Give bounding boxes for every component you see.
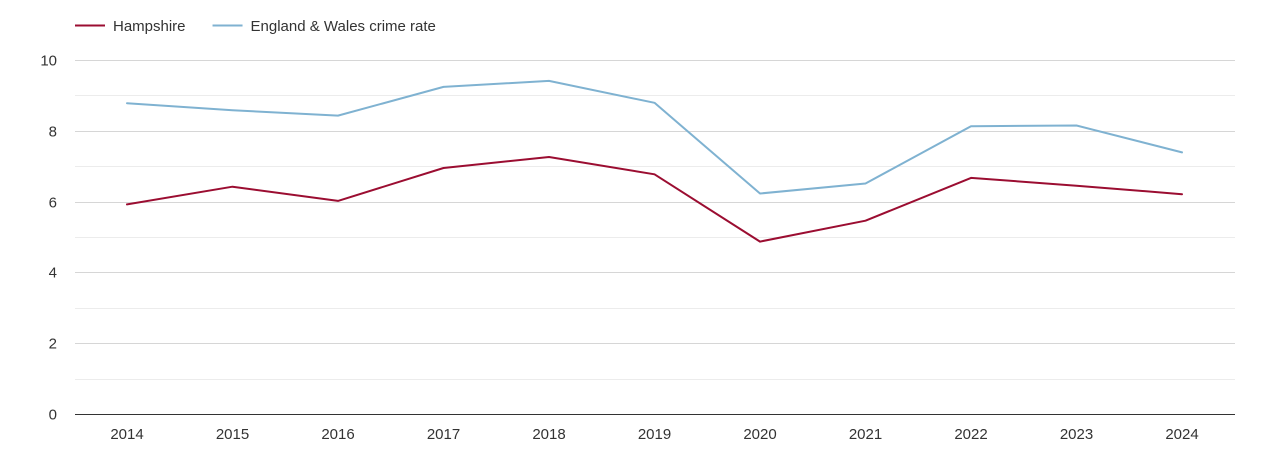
y-tick-label: 8 <box>49 124 57 141</box>
legend-item-england-wales-crime-rate[interactable]: England & Wales crime rate <box>212 18 436 35</box>
data-point-england-wales-crime-rate[interactable] <box>967 122 975 130</box>
x-tick-label: 2014 <box>110 426 143 443</box>
data-point-hampshire[interactable] <box>967 174 975 182</box>
y-tick-label: 6 <box>49 195 57 212</box>
x-tick-label: 2015 <box>216 426 249 443</box>
data-point-england-wales-crime-rate[interactable] <box>862 180 870 188</box>
y-tick-label: 4 <box>49 265 57 282</box>
data-point-hampshire[interactable] <box>229 183 237 191</box>
series-line-england-wales-crime-rate[interactable] <box>126 79 1183 195</box>
legend-label: England & Wales crime rate <box>251 18 436 35</box>
data-point-hampshire[interactable] <box>862 217 870 225</box>
data-point-england-wales-crime-rate[interactable] <box>123 99 131 107</box>
data-point-england-wales-crime-rate[interactable] <box>334 112 342 120</box>
series-layer <box>123 77 1186 246</box>
data-point-hampshire[interactable] <box>1178 190 1186 198</box>
axis-layer: 0 2 4 6 8 10 2014 2015 2016 2017 2018 2019 2020 2021 2… <box>40 53 1235 443</box>
x-tick-label: 2022 <box>954 426 987 443</box>
data-point-england-wales-crime-rate[interactable] <box>440 83 448 91</box>
x-tick-label: 2018 <box>532 426 565 443</box>
x-tick-label: 2023 <box>1060 426 1093 443</box>
data-point-hampshire[interactable] <box>651 170 659 178</box>
y-tick-label: 2 <box>49 336 57 353</box>
data-point-england-wales-crime-rate[interactable] <box>1073 121 1081 129</box>
data-point-hampshire[interactable] <box>545 153 553 161</box>
y-tick-label: 0 <box>49 407 57 424</box>
legend-label: Hampshire <box>113 18 186 35</box>
data-point-hampshire[interactable] <box>334 197 342 205</box>
data-point-england-wales-crime-rate[interactable] <box>229 106 237 114</box>
data-point-hampshire[interactable] <box>756 238 764 246</box>
x-tick-label: 2021 <box>849 426 882 443</box>
x-tick-label: 2016 <box>321 426 354 443</box>
legend-item-hampshire[interactable]: Hampshire <box>75 18 186 35</box>
x-tick-label: 2024 <box>1165 426 1198 443</box>
legend[interactable]: Hampshire England & Wales crime rate <box>75 18 436 35</box>
x-tick-label: 2017 <box>427 426 460 443</box>
data-point-hampshire[interactable] <box>440 164 448 172</box>
y-tick-label: 10 <box>40 53 57 70</box>
series-line-hampshire[interactable] <box>126 156 1183 243</box>
data-point-england-wales-crime-rate[interactable] <box>1178 148 1186 156</box>
data-point-england-wales-crime-rate[interactable] <box>545 77 553 85</box>
data-point-england-wales-crime-rate[interactable] <box>756 189 764 197</box>
x-tick-label: 2019 <box>638 426 671 443</box>
x-tick-label: 2020 <box>743 426 776 443</box>
data-point-hampshire[interactable] <box>123 200 131 208</box>
data-point-hampshire[interactable] <box>1073 182 1081 190</box>
grid-layer <box>75 60 1235 380</box>
data-point-england-wales-crime-rate[interactable] <box>651 99 659 107</box>
